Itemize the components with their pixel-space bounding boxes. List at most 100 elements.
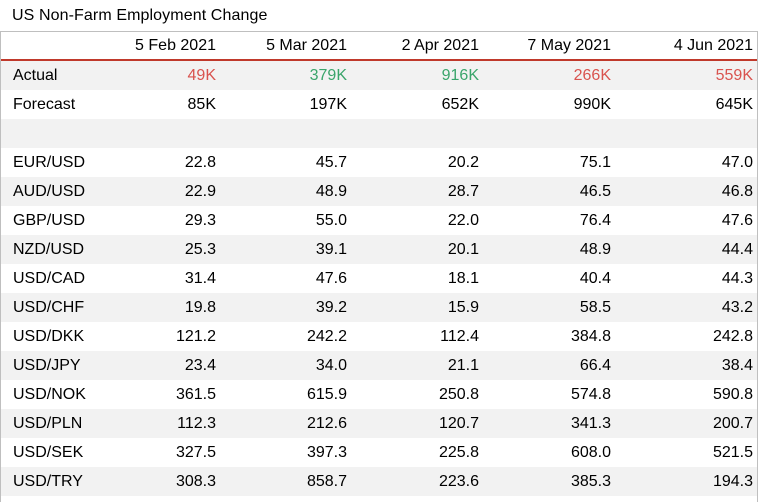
table-cell: 29.3	[184, 211, 216, 229]
table-cell: 120.7	[351, 409, 483, 438]
table-cell: 212.6	[220, 409, 351, 438]
table-cell: 397.3	[306, 443, 347, 461]
table-row: USD/CAD 31.4 47.6 18.1 40.4 44.3	[1, 264, 757, 293]
table-row: Forecast 85K 197K 652K 990K 645K	[1, 90, 757, 119]
employment-table: 5 Feb 2021 5 Mar 2021 2 Apr 2021 7 May 2…	[1, 32, 757, 496]
table-cell: 20.1	[351, 235, 483, 264]
table-cell: 112.4	[440, 327, 479, 345]
table-row: USD/TRY 308.3 858.7 223.6 385.3 194.3	[1, 467, 757, 496]
table-cell: 55.0	[315, 211, 347, 229]
table-cell: 916K	[351, 60, 483, 90]
row-label: Forecast	[13, 95, 76, 113]
table-row: GBP/USD 29.3 55.0 22.0 76.4 47.6	[1, 206, 757, 235]
table-cell: 22.0	[447, 211, 479, 229]
table-cell: 990K	[573, 95, 611, 113]
table-row: USD/NOK 361.5 615.9 250.8 574.8 590.8	[1, 380, 757, 409]
table-cell: 20.2	[447, 153, 479, 171]
table-cell: 521.5	[712, 443, 753, 461]
table-cell: 384.8	[570, 327, 611, 345]
table-cell: 39.1	[220, 235, 351, 264]
table-row: USD/SEK 327.5 397.3 225.8 608.0 521.5	[1, 438, 757, 467]
table-cell: 652K	[441, 95, 479, 113]
spacer-cell	[101, 119, 220, 148]
table-title: US Non-Farm Employment Change	[12, 7, 268, 24]
header-date: 5 Feb 2021	[135, 36, 216, 54]
table-cell: 58.5	[483, 293, 615, 322]
row-label: Actual	[1, 60, 101, 90]
table-cell: 385.3	[483, 467, 615, 496]
table-cell: 46.5	[483, 177, 615, 206]
table-row: Actual 49K 379K 916K 266K 559K	[1, 60, 757, 90]
table-cell: 615.9	[306, 385, 347, 403]
table-cell: 121.2	[175, 327, 216, 345]
spacer-row	[1, 119, 757, 148]
table-cell: 18.1	[447, 269, 479, 287]
table-cell: 361.5	[175, 385, 216, 403]
row-label: USD/SEK	[13, 443, 84, 461]
table-cell: 25.3	[101, 235, 220, 264]
table-row: USD/JPY 23.4 34.0 21.1 66.4 38.4	[1, 351, 757, 380]
row-label: USD/TRY	[1, 467, 101, 496]
table-cell: 48.9	[220, 177, 351, 206]
table-cell: 38.4	[615, 351, 757, 380]
spacer-cell	[615, 119, 757, 148]
table-cell: 45.7	[315, 153, 347, 171]
table-cell: 197K	[309, 95, 347, 113]
table-cell: 22.9	[101, 177, 220, 206]
table-cell: 15.9	[351, 293, 483, 322]
table-cell: 250.8	[438, 385, 479, 403]
table-cell: 49K	[101, 60, 220, 90]
spacer-cell	[1, 119, 101, 148]
table-cell: 28.7	[351, 177, 483, 206]
data-table-frame: 5 Feb 2021 5 Mar 2021 2 Apr 2021 7 May 2…	[0, 31, 758, 502]
table-cell: 44.4	[615, 235, 757, 264]
table-cell: 266K	[483, 60, 615, 90]
table-cell: 19.8	[101, 293, 220, 322]
table-cell: 43.2	[615, 293, 757, 322]
table-cell: 858.7	[220, 467, 351, 496]
table-cell: 48.9	[483, 235, 615, 264]
table-cell: 308.3	[101, 467, 220, 496]
table-cell: 44.3	[721, 269, 753, 287]
header-date: 7 May 2021	[527, 36, 611, 54]
table-row: AUD/USD 22.9 48.9 28.7 46.5 46.8	[1, 177, 757, 206]
table-cell: 574.8	[570, 385, 611, 403]
spacer-cell	[220, 119, 351, 148]
table-cell: 75.1	[579, 153, 611, 171]
table-cell: 31.4	[184, 269, 216, 287]
header-date: 4 Jun 2021	[673, 36, 753, 54]
table-cell: 379K	[220, 60, 351, 90]
table-cell: 34.0	[220, 351, 351, 380]
row-label: GBP/USD	[13, 211, 86, 229]
row-label: USD/CHF	[1, 293, 101, 322]
table-cell: 327.5	[175, 443, 216, 461]
table-cell: 47.0	[721, 153, 753, 171]
table-cell: 66.4	[483, 351, 615, 380]
row-label: NZD/USD	[1, 235, 101, 264]
row-label: USD/CAD	[13, 269, 86, 287]
table-cell: 590.8	[712, 385, 753, 403]
spacer-cell	[483, 119, 615, 148]
table-cell: 225.8	[438, 443, 479, 461]
table-cell: 341.3	[483, 409, 615, 438]
table-row: USD/DKK 121.2 242.2 112.4 384.8 242.8	[1, 322, 757, 351]
row-label: AUD/USD	[1, 177, 101, 206]
header-corner	[1, 32, 101, 60]
table-row: USD/PLN 112.3 212.6 120.7 341.3 200.7	[1, 409, 757, 438]
row-label: EUR/USD	[13, 153, 86, 171]
table-cell: 39.2	[220, 293, 351, 322]
table-cell: 40.4	[579, 269, 611, 287]
header-date: 5 Mar 2021	[266, 36, 347, 54]
header-row: 5 Feb 2021 5 Mar 2021 2 Apr 2021 7 May 2…	[1, 32, 757, 60]
table-cell: 46.8	[615, 177, 757, 206]
row-label: USD/PLN	[1, 409, 101, 438]
row-label: USD/DKK	[13, 327, 85, 345]
table-cell: 47.6	[315, 269, 347, 287]
table-cell: 21.1	[351, 351, 483, 380]
table-cell: 645K	[715, 95, 753, 113]
table-cell: 47.6	[721, 211, 753, 229]
table-cell: 559K	[615, 60, 757, 90]
table-row: EUR/USD 22.8 45.7 20.2 75.1 47.0	[1, 148, 757, 177]
row-label: USD/JPY	[1, 351, 101, 380]
header-date: 2 Apr 2021	[401, 36, 479, 54]
